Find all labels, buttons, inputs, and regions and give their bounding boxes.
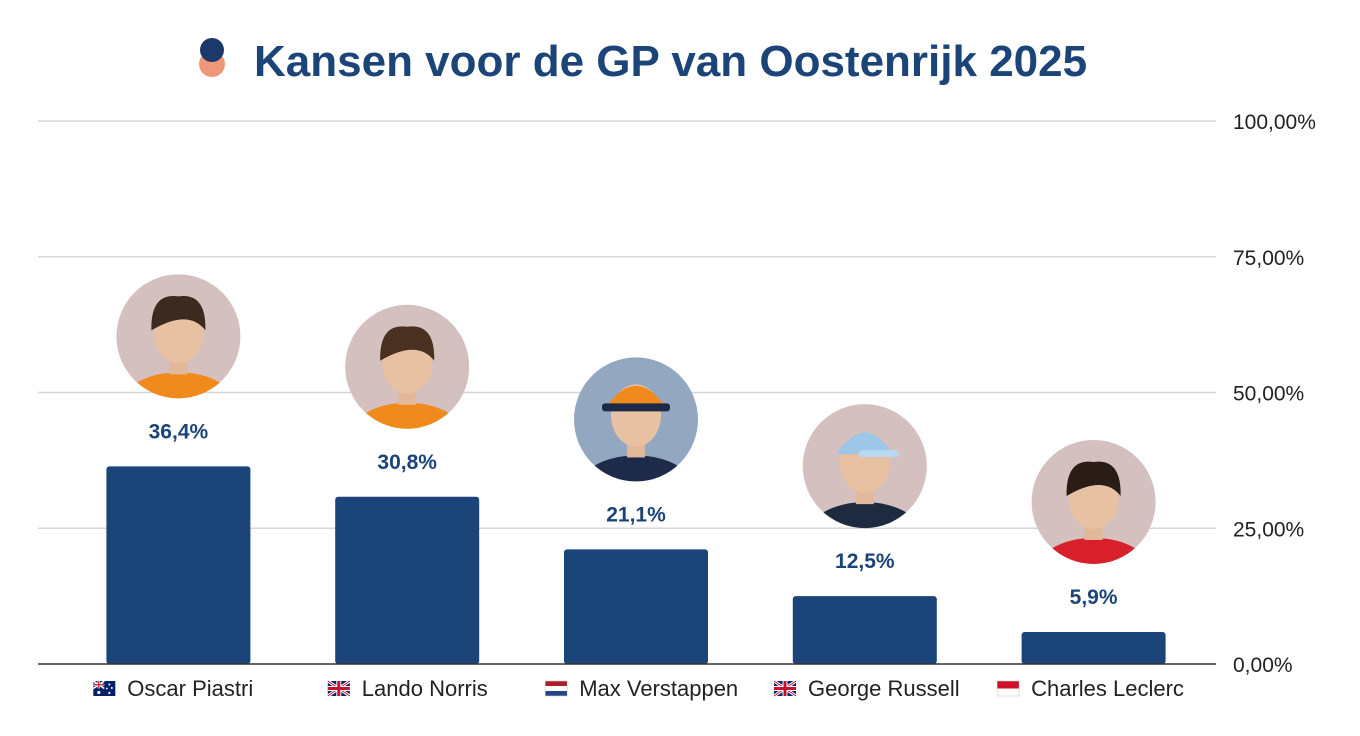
- bars: [106, 466, 1166, 664]
- value-label: 30,8%: [377, 451, 437, 474]
- category-label: Oscar Piastri: [127, 676, 253, 701]
- netherlands-flag-icon: [544, 680, 568, 697]
- australia-flag-icon: [92, 680, 116, 696]
- bar: [564, 549, 708, 664]
- value-labels: 36,4% 30,8% 21,1% 12,5% 5,9%: [149, 420, 1118, 609]
- value-label: 12,5%: [835, 550, 895, 573]
- bar: [1021, 631, 1166, 664]
- category-labels: Oscar Piastri Lando Norris Max Verstappen G…: [92, 676, 1184, 701]
- category-label: Lando Norris: [362, 676, 488, 701]
- y-tick-label: 0,00%: [1233, 654, 1293, 677]
- category-label: Max Verstappen: [579, 676, 738, 701]
- oscar-piastri-avatar: [116, 274, 241, 399]
- value-label: 21,1%: [606, 503, 666, 526]
- bar: [106, 466, 251, 664]
- y-tick-label: 100,00%: [1233, 111, 1316, 134]
- charles-leclerc-avatar: [1031, 439, 1156, 564]
- y-axis-ticks: 0,00% 25,00% 50,00% 75,00% 100,00%: [1233, 111, 1316, 677]
- value-label: 5,9%: [1070, 586, 1118, 609]
- category-label: George Russell: [808, 676, 960, 701]
- bar: [335, 496, 480, 664]
- uk-flag-icon: [326, 679, 351, 698]
- bar: [792, 596, 937, 664]
- chart-header: Kansen voor de GP van Oostenrijk 2025: [199, 37, 1087, 86]
- y-tick-label: 75,00%: [1233, 247, 1304, 270]
- driver-avatars: [116, 274, 1156, 564]
- value-label: 36,4%: [149, 420, 209, 443]
- chart-title: Kansen voor de GP van Oostenrijk 2025: [254, 37, 1087, 86]
- lando-norris-avatar: [345, 304, 470, 429]
- george-russell-avatar: [802, 404, 927, 529]
- y-tick-label: 25,00%: [1233, 518, 1304, 541]
- max-verstappen-avatar: [574, 357, 698, 482]
- uk-flag-icon: [773, 679, 797, 698]
- monaco-flag-icon: [996, 680, 1020, 697]
- y-tick-label: 50,00%: [1233, 383, 1304, 406]
- title-logo-icon: [199, 38, 225, 77]
- category-label: Charles Leclerc: [1031, 676, 1184, 701]
